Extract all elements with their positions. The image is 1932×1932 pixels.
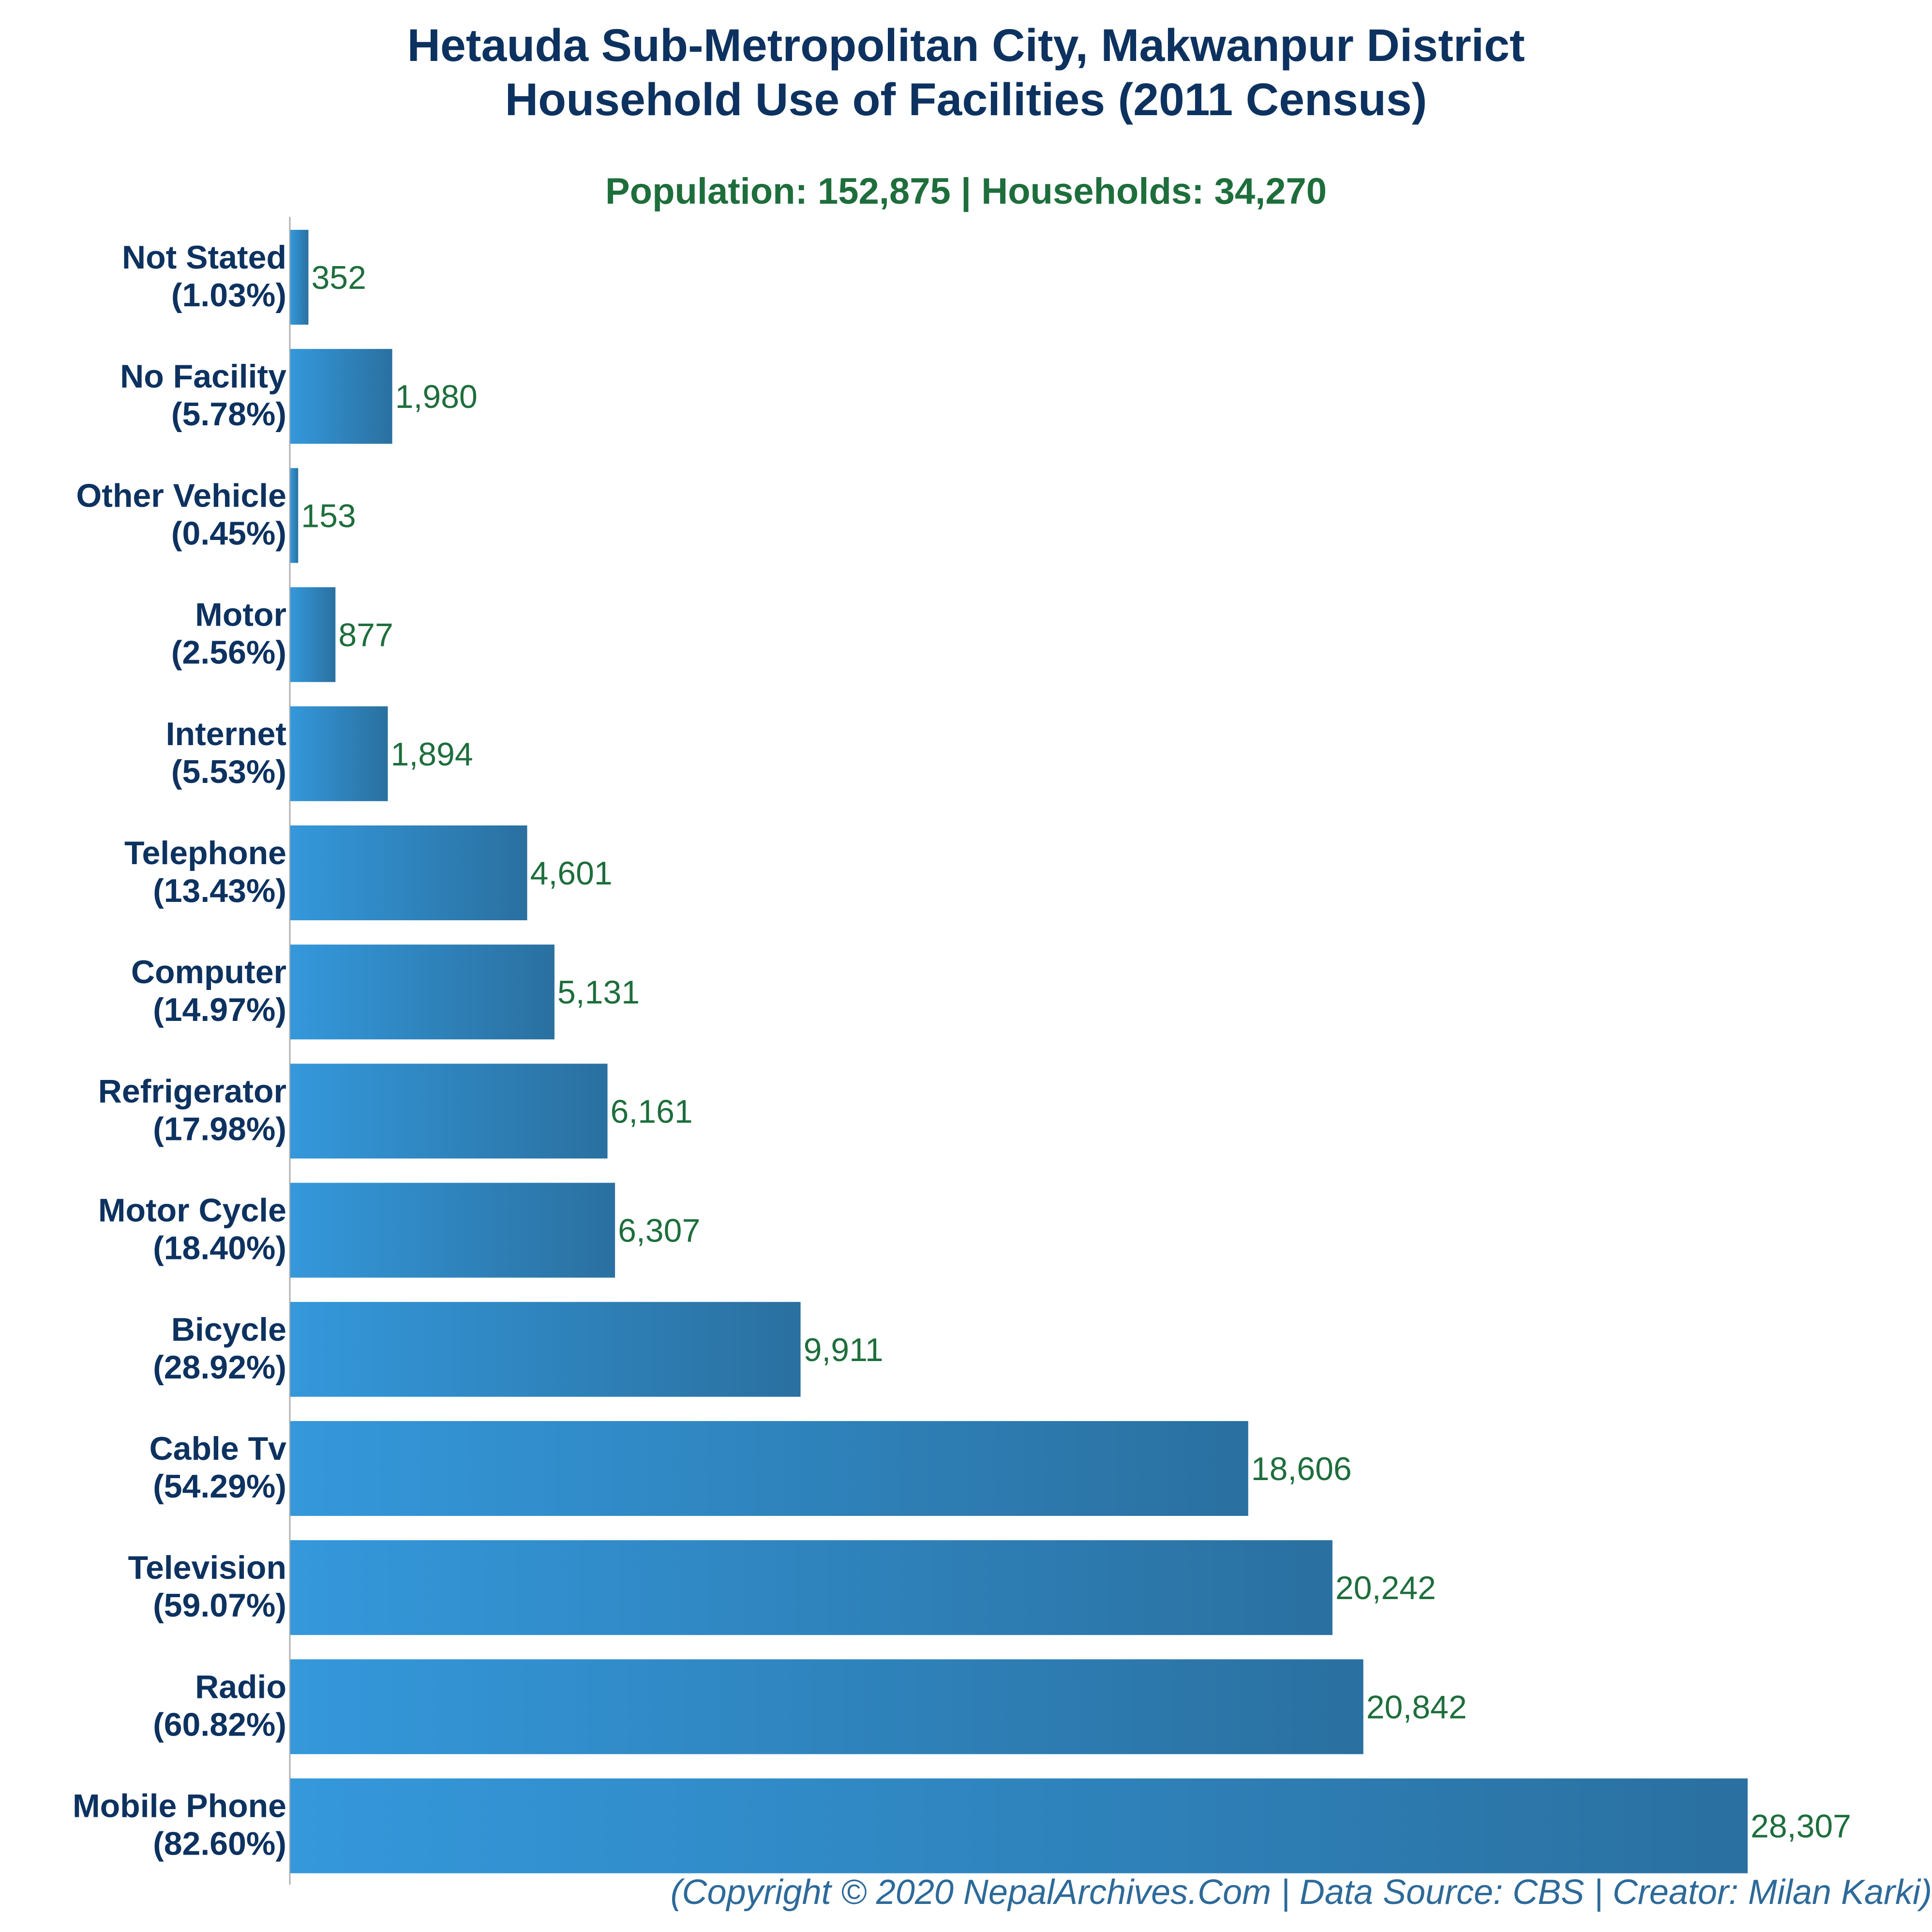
chart-subtitle: Population: 152,875 | Households: 34,270: [605, 171, 1327, 212]
value-label: 20,242: [1335, 1570, 1436, 1606]
value-label: 153: [301, 497, 356, 534]
value-label: 6,161: [611, 1093, 693, 1130]
category-label: Telephone (13.43%): [124, 835, 286, 909]
category-label: Other Vehicle (0.45%): [76, 477, 286, 552]
value-label: 4,601: [530, 855, 613, 892]
value-label: 5,131: [557, 974, 640, 1011]
chart-title: Hetauda Sub-Metropolitan City, Makwanpur…: [0, 18, 1932, 127]
value-label: 18,606: [1251, 1451, 1352, 1487]
value-label: 1,980: [395, 378, 478, 415]
chart-title-line1: Hetauda Sub-Metropolitan City, Makwanpur…: [407, 20, 1525, 71]
bar-not-stated: [290, 230, 309, 325]
bar-bicycle: [290, 1302, 801, 1397]
bar-computer: [290, 944, 554, 1040]
category-label: Internet (5.53%): [166, 716, 286, 790]
copyright-footer: (Copyright © 2020 NepalArchives.Com | Da…: [670, 1873, 1932, 1912]
value-label: 352: [311, 259, 366, 296]
bar-radio: [290, 1659, 1363, 1754]
bar-other-vehicle: [290, 468, 299, 563]
value-label: 1,894: [391, 736, 473, 773]
value-label: 28,307: [1751, 1808, 1851, 1845]
category-label: Motor (2.56%): [171, 597, 286, 671]
category-label: Television (59.07%): [128, 1549, 286, 1624]
chart-title-line2: Household Use of Facilities (2011 Census…: [505, 74, 1427, 125]
bar-television: [290, 1540, 1333, 1635]
category-label: Mobile Phone (82.60%): [73, 1788, 286, 1862]
bar-internet: [290, 706, 388, 801]
category-label: Refrigerator (17.98%): [98, 1073, 286, 1147]
category-label: Bicycle (28.92%): [153, 1311, 286, 1386]
bar-motor-cycle: [290, 1183, 615, 1278]
category-label: Motor Cycle (18.40%): [98, 1192, 286, 1267]
bar-motor: [290, 587, 336, 682]
bar-no-facility: [290, 349, 392, 444]
value-label: 877: [338, 617, 393, 654]
value-label: 6,307: [618, 1213, 700, 1249]
category-label: Cable Tv (54.29%): [150, 1430, 287, 1505]
value-label: 20,842: [1366, 1689, 1467, 1725]
bar-refrigerator: [290, 1063, 608, 1159]
category-label: No Facility (5.78%): [120, 358, 286, 433]
bar-mobile-phone: [290, 1778, 1748, 1873]
category-label: Radio (60.82%): [153, 1668, 286, 1743]
category-label: Computer (14.97%): [131, 954, 286, 1028]
bar-cable-tv: [290, 1421, 1248, 1516]
category-label: Not Stated (1.03%): [122, 239, 286, 314]
bar-telephone: [290, 825, 527, 920]
value-label: 9,911: [804, 1332, 884, 1368]
